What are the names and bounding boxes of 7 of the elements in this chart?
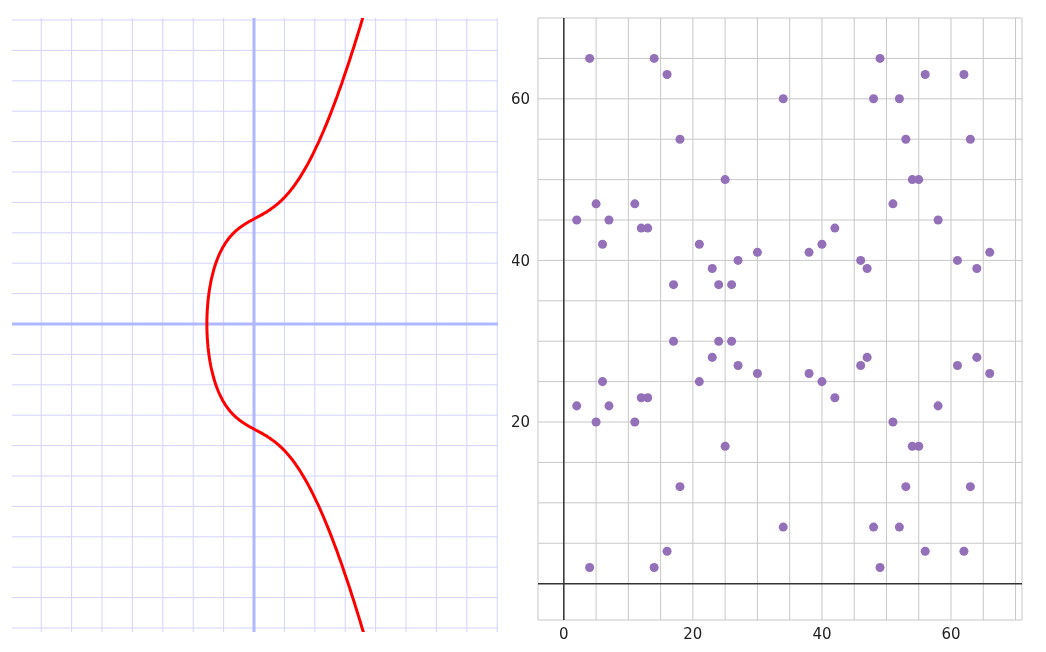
y-tick-label: 20 — [510, 413, 530, 432]
x-tick-label: 0 — [559, 624, 569, 643]
x-tick-label: 60 — [941, 624, 961, 643]
x-tick-label: 20 — [683, 624, 703, 643]
y-tick-label: 60 — [510, 90, 530, 109]
y-tick-label: 40 — [510, 251, 530, 270]
x-tick-label: 40 — [812, 624, 832, 643]
